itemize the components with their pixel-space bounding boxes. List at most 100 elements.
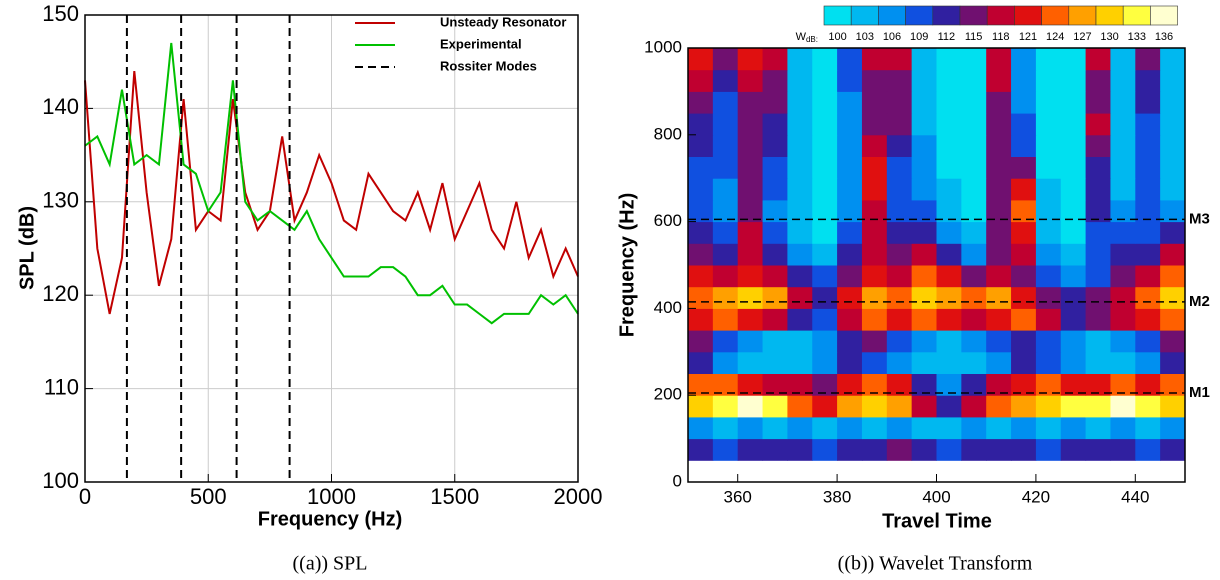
contour-cell (812, 69, 838, 92)
contour-cell (812, 416, 838, 440)
contour-cell (1135, 113, 1161, 136)
contour-cell (712, 69, 739, 92)
contour-cell (762, 438, 788, 461)
contour-cell (961, 416, 987, 440)
contour-cell (1110, 286, 1136, 309)
contour-cell (886, 395, 913, 418)
x-tick-label: 1500 (430, 484, 479, 509)
contour-cell (1110, 178, 1136, 201)
contour-cell (886, 113, 913, 136)
contour-cell (961, 243, 987, 266)
contour-cell (1035, 308, 1062, 331)
contour-cell (837, 395, 863, 418)
contour-cell (737, 330, 764, 353)
contour-cell (1035, 156, 1062, 179)
contour-cell (911, 91, 937, 114)
contour-cell (812, 373, 838, 396)
contour-cell (1160, 113, 1186, 136)
contour-cell (861, 69, 888, 92)
contour-cell (812, 265, 838, 288)
contour-cell (762, 134, 788, 157)
mode-label: M3 (1189, 210, 1210, 227)
contour-cell (1011, 351, 1037, 374)
colorbar-swatch (823, 5, 852, 26)
contour-cell (886, 69, 913, 92)
contour-cell (812, 243, 838, 266)
contour-cell (762, 416, 788, 440)
contour-cell (1135, 286, 1161, 309)
contour-cell (1135, 373, 1161, 396)
contour-cell (1160, 48, 1186, 71)
contour-cell (837, 91, 863, 114)
contour-cell (837, 221, 863, 244)
contour-cell (1085, 286, 1111, 309)
contour-cell (1011, 156, 1037, 179)
contour-cell (961, 156, 987, 179)
contour-cell (886, 156, 913, 179)
contour-cell (1085, 351, 1111, 374)
colorbar-swatch (1150, 5, 1178, 26)
contour-cell (861, 156, 888, 179)
contour-cell (986, 69, 1012, 92)
colorbar-swatch (1068, 5, 1097, 26)
contour-cell (861, 416, 888, 440)
contour-cell (762, 286, 788, 309)
contour-cell (812, 178, 838, 201)
contour-cell (837, 373, 863, 396)
contour-cell (961, 438, 987, 461)
contour-cell (936, 134, 962, 157)
contour-cell (1135, 69, 1161, 92)
contour-cell (812, 351, 838, 374)
contour-cell (1110, 113, 1136, 136)
contour-cell (712, 243, 739, 266)
contour-cell (961, 178, 987, 201)
contour-cell (712, 373, 739, 396)
contour-cell (936, 91, 962, 114)
contour-cell (1135, 351, 1161, 374)
colorbar-title-main: W (796, 31, 807, 43)
contour-cell (936, 265, 962, 288)
contour-cell (911, 199, 937, 223)
x-tick-label: 360 (724, 487, 752, 506)
contour-cell (812, 221, 838, 244)
contour-cell (688, 265, 714, 288)
caption: ((a)) SPL (293, 553, 368, 575)
contour-cell (961, 221, 987, 244)
contour-cell (1135, 438, 1161, 461)
contour-cell (712, 199, 739, 223)
contour-cell (1035, 265, 1062, 288)
y-tick-label: 150 (42, 1, 79, 26)
contour-cell (837, 351, 863, 374)
contour-cell (1160, 156, 1186, 179)
contour-cell (712, 265, 739, 288)
x-tick-label: 420 (1022, 487, 1050, 506)
contour-cell (1060, 265, 1087, 288)
contour-cell (1060, 91, 1087, 114)
contour-cell (1160, 416, 1186, 440)
contour-cell (961, 48, 987, 71)
y-tick-label: 1000 (644, 37, 682, 56)
contour-cell (688, 351, 714, 374)
contour-cell (762, 308, 788, 331)
contour-cell (911, 373, 937, 396)
contour-cell (837, 243, 863, 266)
contour-cell (1085, 91, 1111, 114)
contour-cell (1035, 395, 1062, 418)
contour-cell (1060, 69, 1087, 92)
contour-cell (688, 395, 714, 418)
contour-cell (737, 373, 764, 396)
legend-label: Experimental (440, 36, 522, 51)
contour-cell (1085, 221, 1111, 244)
contour-cell (688, 416, 714, 440)
contour-cell (737, 91, 764, 114)
contour-cell (961, 134, 987, 157)
contour-cell (1011, 395, 1037, 418)
contour-cell (837, 330, 863, 353)
line (84, 70, 579, 315)
contour-cell (1085, 416, 1111, 440)
contour-cell (737, 265, 764, 288)
y-tick-label: 400 (654, 298, 682, 317)
x-tick-label: 380 (823, 487, 851, 506)
contour-cell (1060, 178, 1087, 201)
contour-cell (837, 265, 863, 288)
